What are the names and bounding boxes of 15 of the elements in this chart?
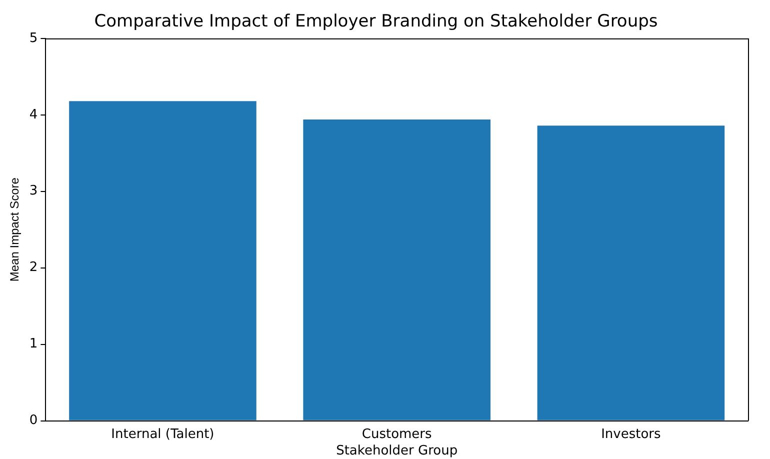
y-tick-label: 0 [29,413,38,428]
bar [537,126,725,420]
y-tick-label: 5 [29,30,38,46]
x-axis-title: Stakeholder Group [336,444,458,459]
y-tick-label: 3 [29,184,38,199]
y-tick-label: 1 [29,336,38,352]
chart-title: Comparative Impact of Employer Branding on Stakeholder Groups [94,12,658,32]
x-tick-label: Internal (Talent) [111,426,214,442]
y-tick-label: 2 [29,260,38,276]
x-tick-label: Investors [601,426,662,442]
bar [303,119,490,420]
y-tick-label: 4 [29,107,38,122]
x-tick-label: Customers [362,426,432,442]
bar [69,101,256,420]
y-axis-title: Mean Impact Score [8,177,22,282]
